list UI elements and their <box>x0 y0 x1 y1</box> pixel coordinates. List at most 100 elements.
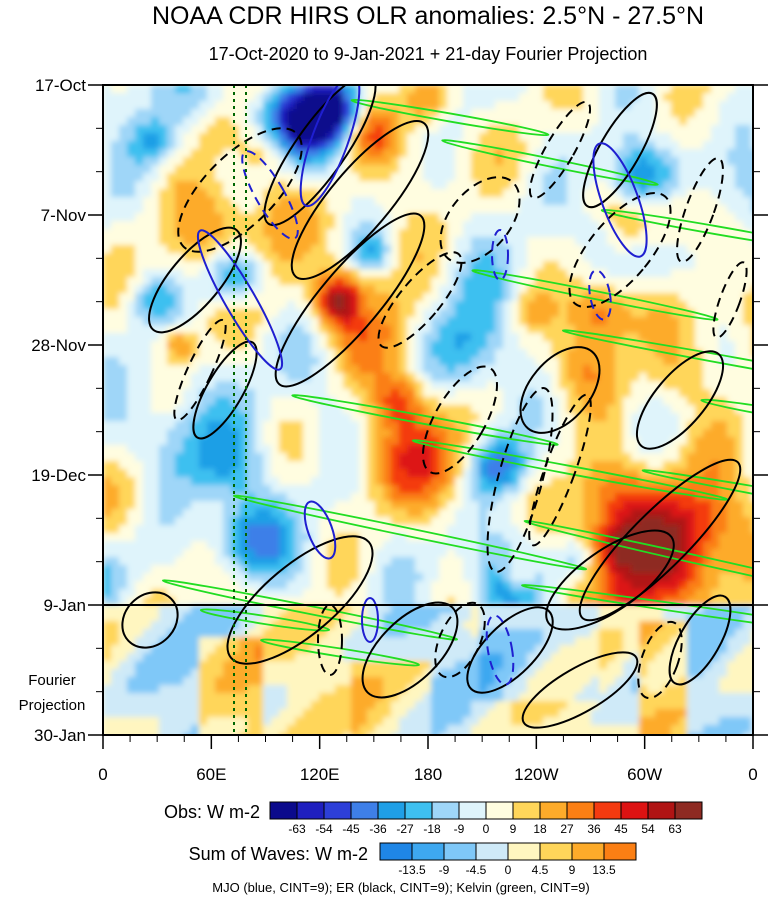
olr-cell <box>623 525 632 534</box>
olr-cell <box>119 389 128 398</box>
olr-cell <box>399 397 408 406</box>
olr-cell <box>743 253 752 262</box>
olr-cell <box>255 461 264 470</box>
olr-cell <box>207 557 216 566</box>
olr-cell <box>247 349 256 358</box>
olr-cell <box>127 405 136 414</box>
olr-cell <box>199 85 208 94</box>
olr-cell <box>271 413 280 422</box>
olr-cell <box>383 517 392 526</box>
olr-cell <box>303 381 312 390</box>
olr-cell <box>687 333 696 342</box>
olr-cell <box>207 293 216 302</box>
olr-cell <box>423 165 432 174</box>
olr-cell <box>711 517 720 526</box>
olr-cell <box>239 221 248 230</box>
olr-cell <box>175 517 184 526</box>
olr-cell <box>567 261 576 270</box>
olr-cell <box>271 237 280 246</box>
olr-cell <box>351 541 360 550</box>
olr-cell <box>439 285 448 294</box>
olr-cell <box>367 173 376 182</box>
olr-cell <box>359 341 368 350</box>
olr-cell <box>607 253 616 262</box>
olr-cell <box>743 101 752 110</box>
olr-cell <box>575 229 584 238</box>
olr-cell <box>447 373 456 382</box>
olr-cell <box>103 381 112 390</box>
olr-cell <box>327 453 336 462</box>
olr-cell <box>735 365 744 374</box>
olr-cell <box>639 317 648 326</box>
olr-cell <box>311 349 320 358</box>
olr-cell <box>615 309 624 318</box>
olr-cell <box>183 381 192 390</box>
olr-cell <box>247 429 256 438</box>
olr-cell <box>503 485 512 494</box>
olr-cell <box>271 349 280 358</box>
olr-cell <box>359 165 368 174</box>
olr-cell <box>503 269 512 278</box>
olr-cell <box>639 501 648 510</box>
olr-cell <box>663 509 672 518</box>
olr-cell <box>183 157 192 166</box>
olr-cell <box>327 149 336 158</box>
olr-cell <box>159 477 168 486</box>
olr-cell <box>191 245 200 254</box>
olr-cell <box>351 269 360 278</box>
olr-cell <box>415 373 424 382</box>
olr-cell <box>279 285 288 294</box>
olr-cell <box>423 461 432 470</box>
olr-cell <box>719 341 728 350</box>
olr-cell <box>487 301 496 310</box>
olr-cell <box>255 125 264 134</box>
olr-cell <box>719 453 728 462</box>
olr-cell <box>119 349 128 358</box>
olr-cell <box>327 381 336 390</box>
olr-cell <box>327 549 336 558</box>
olr-cell <box>191 533 200 542</box>
olr-cell <box>167 525 176 534</box>
olr-cell <box>575 485 584 494</box>
olr-cell <box>175 301 184 310</box>
olr-cell <box>159 325 168 334</box>
olr-cell <box>535 541 544 550</box>
olr-cell <box>223 269 232 278</box>
olr-cell <box>447 501 456 510</box>
olr-cell <box>135 229 144 238</box>
olr-cell <box>239 325 248 334</box>
olr-cell <box>199 437 208 446</box>
olr-cell <box>631 93 640 102</box>
olr-cell <box>215 373 224 382</box>
olr-cell <box>199 517 208 526</box>
olr-cell <box>335 341 344 350</box>
olr-cell <box>631 349 640 358</box>
olr-cell <box>311 309 320 318</box>
olr-cell <box>343 565 352 574</box>
olr-cell <box>415 389 424 398</box>
olr-cell <box>671 197 680 206</box>
olr-cell <box>479 405 488 414</box>
olr-cell <box>671 173 680 182</box>
olr-cell <box>695 325 704 334</box>
olr-cell <box>383 237 392 246</box>
olr-cell <box>647 197 656 206</box>
olr-cell <box>127 357 136 366</box>
olr-cell <box>551 189 560 198</box>
olr-cell <box>743 165 752 174</box>
olr-cell <box>263 341 272 350</box>
olr-cell <box>719 373 728 382</box>
olr-cell <box>583 389 592 398</box>
olr-cell <box>663 293 672 302</box>
olr-cell <box>495 237 504 246</box>
olr-cell <box>647 525 656 534</box>
olr-cell <box>439 253 448 262</box>
olr-cell <box>487 557 496 566</box>
olr-cell <box>727 181 736 190</box>
olr-cell <box>679 181 688 190</box>
olr-cell <box>639 85 648 94</box>
olr-cell <box>383 469 392 478</box>
olr-cell <box>743 149 752 158</box>
olr-cell <box>367 461 376 470</box>
olr-cell <box>455 117 464 126</box>
